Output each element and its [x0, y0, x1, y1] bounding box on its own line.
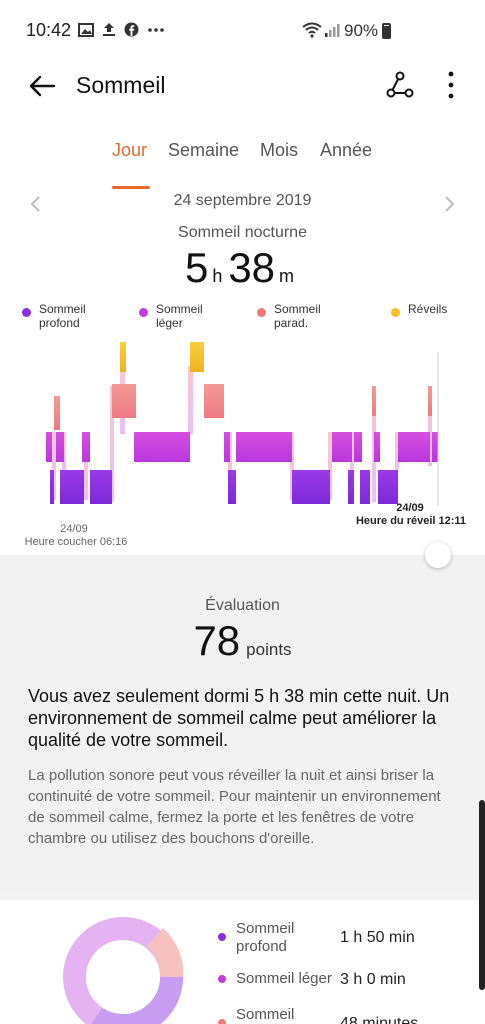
sleep-breakdown-donut	[63, 917, 184, 1024]
wifi-icon	[302, 22, 322, 38]
tab-semaine[interactable]: Semaine	[168, 140, 240, 160]
tab-mois[interactable]: Mois	[260, 140, 299, 160]
legend-dot	[22, 308, 31, 317]
legend-dot	[139, 308, 148, 317]
wake-date: 24/09	[396, 502, 424, 514]
wake-label: Heure du réveil 12:11	[355, 515, 467, 527]
battery-icon	[382, 23, 391, 39]
score-value: 78	[193, 617, 241, 664]
sleep-duration: 5 h 38 m	[0, 244, 485, 292]
bedtime-date: 24/09	[60, 523, 88, 535]
back-arrow-icon[interactable]	[26, 70, 58, 102]
more-menu-icon[interactable]	[445, 70, 457, 100]
evaluation-score: 78 points	[0, 617, 485, 665]
evaluation-panel: Évaluation 78 points Vous avez seulement …	[0, 555, 485, 890]
legend-rem: Sommeil parad.	[257, 302, 330, 330]
image-icon	[78, 22, 94, 37]
tab-annee[interactable]: Année	[320, 140, 373, 160]
awake-segments	[120, 342, 204, 372]
light-sleep-segments	[46, 432, 438, 462]
score-unit: points	[246, 640, 292, 659]
legend-light: Sommeil léger	[139, 302, 212, 330]
more-dots-icon	[148, 27, 164, 32]
evaluation-summary: Vous avez seulement dormi 5 h 38 min cet…	[28, 686, 450, 750]
bedtime-label: Heure coucher 06:16	[24, 536, 128, 548]
page-title: Sommeil	[76, 72, 166, 98]
sleep-breakdown-card: Sommeil profond 1 h 50 min Sommeil léger…	[0, 900, 485, 1024]
facebook-icon	[124, 22, 139, 37]
active-tab-indicator	[112, 186, 150, 189]
status-time: 10:42	[26, 20, 72, 40]
panel-drag-handle[interactable]	[425, 542, 451, 568]
chevron-left-icon[interactable]	[28, 194, 44, 214]
duration-minutes-unit: m	[279, 266, 295, 286]
chevron-right-icon[interactable]	[441, 194, 457, 214]
signal-icon	[325, 24, 340, 37]
date-navigator: 24 septembre 2019	[0, 192, 485, 218]
stat-dot	[218, 975, 226, 983]
share-icon[interactable]	[385, 70, 415, 100]
sleep-stage-chart	[46, 342, 439, 506]
battery-percent: 90%	[344, 21, 379, 40]
upload-icon	[103, 23, 115, 36]
period-tabs: Jour Semaine Mois Année	[0, 140, 485, 189]
duration-hours: 5	[184, 244, 209, 291]
current-date: 24 septembre 2019	[173, 192, 312, 209]
stat-dot	[218, 933, 226, 941]
legend-awake: Réveils	[391, 302, 447, 317]
rem-sleep-segments	[54, 384, 432, 430]
night-sleep-label: Sommeil nocturne	[178, 224, 307, 241]
evaluation-title: Évaluation	[205, 597, 280, 614]
legend-dot	[391, 308, 400, 317]
sleep-day-view: Jour Semaine Mois Année 24 septembre 201…	[0, 120, 485, 555]
scrollbar-thumb[interactable]	[479, 800, 485, 990]
tab-jour[interactable]: Jour	[112, 140, 148, 160]
app-bar: Sommeil	[0, 60, 485, 120]
evaluation-detail: La pollution sonore peut vous réveiller …	[28, 767, 441, 847]
legend-dot	[257, 308, 266, 317]
deep-sleep-segments	[50, 470, 398, 504]
stat-dot	[218, 1019, 226, 1024]
duration-minutes: 38	[228, 244, 276, 291]
sleep-legend: Sommeil profond Sommeil léger Sommeil pa…	[0, 302, 485, 338]
status-bar: 10:42 90%	[0, 0, 485, 60]
legend-deep: Sommeil profond	[22, 302, 99, 330]
duration-hours-unit: h	[212, 266, 223, 286]
